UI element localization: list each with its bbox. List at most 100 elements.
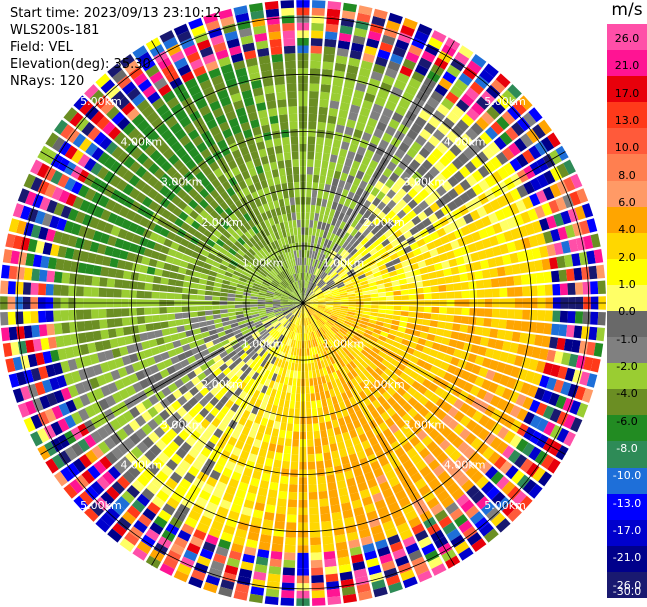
velocity-gate bbox=[421, 543, 436, 556]
velocity-gate bbox=[377, 395, 387, 405]
velocity-gate bbox=[274, 231, 280, 240]
velocity-gate bbox=[289, 305, 297, 310]
velocity-gate bbox=[259, 480, 270, 490]
velocity-gate bbox=[112, 69, 127, 84]
velocity-gate bbox=[338, 285, 346, 291]
velocity-gate bbox=[422, 251, 432, 260]
velocity-gate bbox=[497, 426, 510, 440]
velocity-gate bbox=[329, 443, 338, 452]
velocity-gate bbox=[479, 522, 494, 537]
velocity-gate bbox=[35, 240, 45, 254]
velocity-gate bbox=[386, 305, 394, 310]
velocity-gate bbox=[196, 522, 210, 534]
velocity-gate bbox=[290, 283, 295, 291]
velocity-gate bbox=[141, 196, 153, 208]
velocity-gate bbox=[454, 454, 468, 468]
velocity-gate bbox=[313, 423, 320, 432]
velocity-gate bbox=[395, 219, 405, 229]
velocity-gate bbox=[121, 240, 132, 251]
velocity-gate bbox=[556, 163, 570, 178]
velocity-gate bbox=[54, 471, 68, 487]
velocity-gate bbox=[534, 334, 544, 347]
velocity-gate bbox=[382, 74, 395, 86]
velocity-gate bbox=[155, 337, 165, 346]
velocity-gate bbox=[460, 499, 475, 513]
velocity-gate bbox=[318, 301, 326, 303]
velocity-gate bbox=[527, 208, 539, 222]
velocity-gate bbox=[274, 291, 282, 296]
velocity-gate bbox=[325, 467, 334, 476]
velocity-gate bbox=[459, 428, 471, 441]
velocity-gate bbox=[361, 496, 373, 507]
velocity-gate bbox=[293, 308, 299, 315]
velocity-gate bbox=[364, 270, 373, 277]
velocity-gate bbox=[224, 271, 233, 278]
velocity-gate bbox=[149, 444, 162, 457]
velocity-gate bbox=[114, 279, 123, 288]
velocity-gate bbox=[534, 387, 546, 401]
velocity-gate bbox=[441, 192, 453, 204]
velocity-gate bbox=[339, 376, 346, 385]
velocity-gate bbox=[381, 327, 390, 333]
velocity-gate bbox=[426, 355, 436, 365]
velocity-gate bbox=[460, 281, 470, 290]
velocity-gate bbox=[240, 257, 249, 265]
velocity-gate bbox=[369, 315, 378, 321]
colorbar-swatch bbox=[607, 415, 647, 442]
velocity-gate bbox=[340, 455, 350, 465]
velocity-gate bbox=[111, 202, 123, 215]
velocity-gate bbox=[91, 191, 103, 205]
velocity-gate bbox=[378, 292, 386, 297]
velocity-gate bbox=[512, 100, 527, 116]
velocity-gate bbox=[303, 272, 306, 281]
velocity-gate bbox=[230, 193, 240, 203]
velocity-gate bbox=[220, 63, 234, 75]
velocity-gate bbox=[465, 334, 475, 343]
velocity-gate bbox=[206, 423, 217, 434]
velocity-gate bbox=[502, 147, 515, 161]
velocity-gate bbox=[351, 160, 361, 170]
velocity-gate bbox=[370, 289, 379, 294]
velocity-gate bbox=[387, 234, 397, 243]
velocity-gate bbox=[228, 510, 240, 521]
velocity-gate bbox=[534, 259, 544, 272]
velocity-gate bbox=[214, 391, 224, 401]
velocity-gate bbox=[574, 311, 584, 324]
velocity-gate bbox=[294, 332, 298, 341]
velocity-gate bbox=[243, 289, 252, 294]
velocity-gate bbox=[290, 339, 294, 348]
velocity-gate bbox=[413, 324, 423, 331]
velocity-gate bbox=[326, 122, 336, 132]
velocity-gate bbox=[338, 401, 346, 410]
velocity-gate bbox=[323, 351, 329, 359]
velocity-gate bbox=[126, 87, 141, 101]
velocity-gate bbox=[271, 224, 278, 233]
velocity-gate bbox=[91, 276, 101, 287]
velocity-gate bbox=[453, 196, 465, 208]
velocity-gate bbox=[453, 248, 463, 258]
velocity-gate bbox=[174, 313, 183, 320]
velocity-gate bbox=[266, 292, 274, 296]
velocity-gate bbox=[182, 182, 193, 193]
velocity-gate bbox=[556, 180, 569, 195]
velocity-gate bbox=[265, 294, 274, 298]
velocity-gate bbox=[362, 314, 370, 319]
velocity-gate bbox=[189, 535, 204, 548]
velocity-gate bbox=[190, 165, 201, 176]
velocity-gate bbox=[541, 335, 551, 348]
velocity-gate bbox=[283, 353, 288, 361]
velocity-gate bbox=[400, 311, 409, 317]
velocity-gate bbox=[484, 348, 495, 359]
velocity-gate bbox=[144, 144, 157, 157]
velocity-gate bbox=[34, 381, 46, 396]
velocity-gate bbox=[139, 216, 150, 228]
velocity-gate bbox=[405, 165, 416, 176]
velocity-gate bbox=[241, 89, 253, 100]
velocity-gate bbox=[429, 416, 441, 428]
velocity-gate bbox=[35, 352, 45, 366]
velocity-gate bbox=[84, 507, 99, 522]
velocity-gate bbox=[225, 197, 234, 207]
velocity-gate bbox=[376, 283, 385, 289]
velocity-gate bbox=[262, 77, 274, 87]
